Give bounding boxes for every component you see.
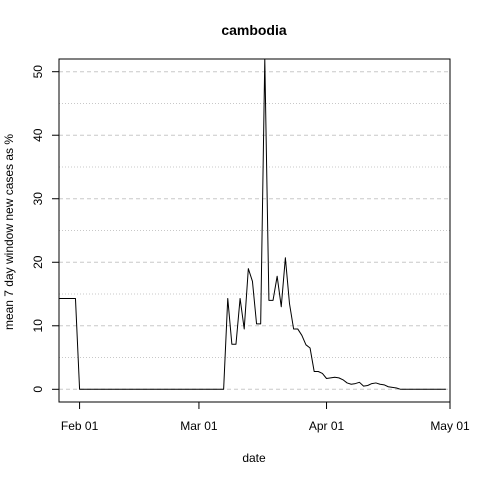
- y-tick-label: 0: [31, 386, 45, 393]
- y-axis: 0 10 20 30 40 50: [31, 65, 60, 393]
- y-axis-label: mean 7 day window new cases as %: [2, 134, 16, 330]
- y-tick-label: 20: [31, 255, 45, 269]
- y-tick-label: 50: [31, 65, 45, 79]
- x-tick-label: Mar 01: [180, 419, 218, 433]
- series-group: [59, 58, 446, 390]
- x-axis: Feb 01 Mar 01 Apr 01 May 01: [61, 401, 470, 433]
- y-tick-label: 10: [31, 319, 45, 333]
- x-tick-label: Apr 01: [309, 419, 345, 433]
- chart-title: cambodia: [221, 22, 287, 38]
- gridlines: [59, 71, 450, 390]
- x-axis-label: date: [242, 451, 266, 465]
- x-tick-label: May 01: [430, 419, 470, 433]
- x-tick-label: Feb 01: [61, 419, 99, 433]
- y-tick-label: 40: [31, 128, 45, 142]
- y-tick-label: 30: [31, 192, 45, 206]
- series-line: [59, 58, 446, 390]
